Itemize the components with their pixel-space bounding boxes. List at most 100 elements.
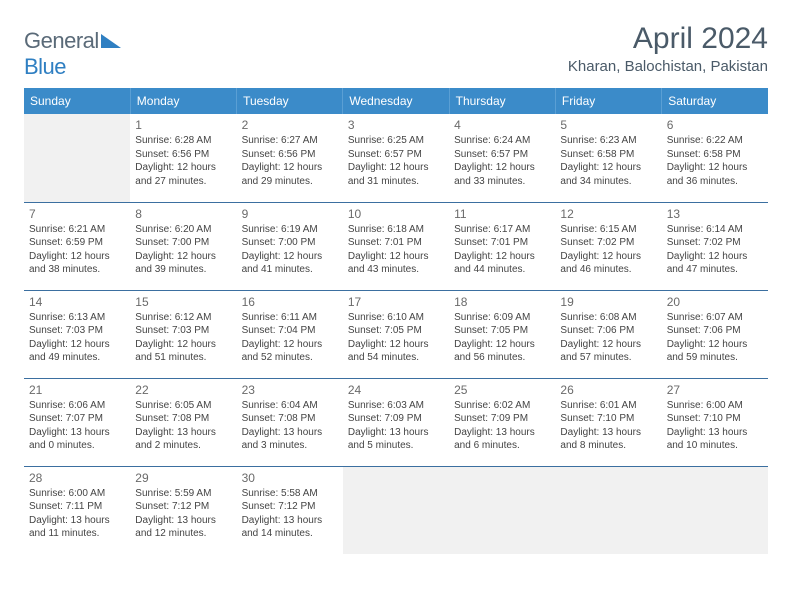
daylight-line: Daylight: 12 hours and 49 minutes. [29, 338, 125, 365]
daylight-line: Daylight: 12 hours and 41 minutes. [242, 250, 338, 277]
daylight-line: Daylight: 12 hours and 57 minutes. [560, 338, 656, 365]
sunset-line: Sunset: 7:02 PM [667, 236, 763, 250]
calendar-cell: 20Sunrise: 6:07 AMSunset: 7:06 PMDayligh… [662, 290, 768, 378]
sunset-line: Sunset: 7:10 PM [560, 412, 656, 426]
sunrise-line: Sunrise: 6:08 AM [560, 311, 656, 325]
day-number: 23 [242, 382, 338, 398]
sunrise-line: Sunrise: 6:02 AM [454, 399, 550, 413]
calendar-cell: 28Sunrise: 6:00 AMSunset: 7:11 PMDayligh… [24, 466, 130, 554]
sunrise-line: Sunrise: 5:59 AM [135, 487, 231, 501]
sunset-line: Sunset: 7:06 PM [560, 324, 656, 338]
daylight-line: Daylight: 13 hours and 12 minutes. [135, 514, 231, 541]
daylight-line: Daylight: 12 hours and 54 minutes. [348, 338, 444, 365]
brand-part2: Blue [24, 54, 66, 79]
calendar-cell: 5Sunrise: 6:23 AMSunset: 6:58 PMDaylight… [555, 114, 661, 202]
sunrise-line: Sunrise: 6:27 AM [242, 134, 338, 148]
sunrise-line: Sunrise: 6:05 AM [135, 399, 231, 413]
day-header: Saturday [662, 88, 768, 114]
daylight-line: Daylight: 13 hours and 14 minutes. [242, 514, 338, 541]
sunset-line: Sunset: 7:00 PM [135, 236, 231, 250]
day-number: 11 [454, 206, 550, 222]
sunrise-line: Sunrise: 6:25 AM [348, 134, 444, 148]
calendar-cell: 25Sunrise: 6:02 AMSunset: 7:09 PMDayligh… [449, 378, 555, 466]
day-number: 25 [454, 382, 550, 398]
calendar-cell: 13Sunrise: 6:14 AMSunset: 7:02 PMDayligh… [662, 202, 768, 290]
sunset-line: Sunset: 6:57 PM [454, 148, 550, 162]
sunrise-line: Sunrise: 6:03 AM [348, 399, 444, 413]
sunrise-line: Sunrise: 6:22 AM [667, 134, 763, 148]
sunset-line: Sunset: 7:01 PM [348, 236, 444, 250]
calendar-cell: 27Sunrise: 6:00 AMSunset: 7:10 PMDayligh… [662, 378, 768, 466]
calendar-cell [343, 466, 449, 554]
day-number: 28 [29, 470, 125, 486]
sunrise-line: Sunrise: 6:18 AM [348, 223, 444, 237]
calendar-cell: 24Sunrise: 6:03 AMSunset: 7:09 PMDayligh… [343, 378, 449, 466]
daylight-line: Daylight: 13 hours and 10 minutes. [667, 426, 763, 453]
sunset-line: Sunset: 7:12 PM [242, 500, 338, 514]
day-number: 29 [135, 470, 231, 486]
day-number: 3 [348, 117, 444, 133]
calendar-cell: 17Sunrise: 6:10 AMSunset: 7:05 PMDayligh… [343, 290, 449, 378]
sunset-line: Sunset: 7:05 PM [348, 324, 444, 338]
calendar-cell: 10Sunrise: 6:18 AMSunset: 7:01 PMDayligh… [343, 202, 449, 290]
sunset-line: Sunset: 7:01 PM [454, 236, 550, 250]
day-number: 8 [135, 206, 231, 222]
daylight-line: Daylight: 13 hours and 8 minutes. [560, 426, 656, 453]
daylight-line: Daylight: 12 hours and 47 minutes. [667, 250, 763, 277]
daylight-line: Daylight: 13 hours and 0 minutes. [29, 426, 125, 453]
calendar-cell: 29Sunrise: 5:59 AMSunset: 7:12 PMDayligh… [130, 466, 236, 554]
calendar-cell: 4Sunrise: 6:24 AMSunset: 6:57 PMDaylight… [449, 114, 555, 202]
calendar-cell: 8Sunrise: 6:20 AMSunset: 7:00 PMDaylight… [130, 202, 236, 290]
day-number: 4 [454, 117, 550, 133]
calendar-cell: 30Sunrise: 5:58 AMSunset: 7:12 PMDayligh… [237, 466, 343, 554]
sunrise-line: Sunrise: 6:13 AM [29, 311, 125, 325]
day-header: Sunday [24, 88, 130, 114]
sunrise-line: Sunrise: 6:00 AM [29, 487, 125, 501]
brand-triangle-icon [101, 28, 121, 54]
day-number: 14 [29, 294, 125, 310]
calendar-row: 1Sunrise: 6:28 AMSunset: 6:56 PMDaylight… [24, 114, 768, 202]
day-number: 20 [667, 294, 763, 310]
daylight-line: Daylight: 12 hours and 27 minutes. [135, 161, 231, 188]
brand-text: General Blue [24, 28, 121, 80]
sunrise-line: Sunrise: 6:11 AM [242, 311, 338, 325]
daylight-line: Daylight: 13 hours and 2 minutes. [135, 426, 231, 453]
sunrise-line: Sunrise: 6:14 AM [667, 223, 763, 237]
sunrise-line: Sunrise: 6:01 AM [560, 399, 656, 413]
daylight-line: Daylight: 12 hours and 29 minutes. [242, 161, 338, 188]
daylight-line: Daylight: 13 hours and 11 minutes. [29, 514, 125, 541]
daylight-line: Daylight: 12 hours and 43 minutes. [348, 250, 444, 277]
day-number: 18 [454, 294, 550, 310]
day-number: 19 [560, 294, 656, 310]
calendar-cell: 22Sunrise: 6:05 AMSunset: 7:08 PMDayligh… [130, 378, 236, 466]
calendar-cell: 18Sunrise: 6:09 AMSunset: 7:05 PMDayligh… [449, 290, 555, 378]
sunset-line: Sunset: 7:09 PM [454, 412, 550, 426]
calendar-cell [24, 114, 130, 202]
daylight-line: Daylight: 12 hours and 51 minutes. [135, 338, 231, 365]
calendar-cell [449, 466, 555, 554]
brand-part1: General [24, 28, 99, 53]
daylight-line: Daylight: 12 hours and 38 minutes. [29, 250, 125, 277]
calendar-cell [555, 466, 661, 554]
day-number: 12 [560, 206, 656, 222]
sunrise-line: Sunrise: 6:17 AM [454, 223, 550, 237]
sunset-line: Sunset: 7:10 PM [667, 412, 763, 426]
sunset-line: Sunset: 7:08 PM [242, 412, 338, 426]
sunset-line: Sunset: 6:58 PM [560, 148, 656, 162]
calendar-cell [662, 466, 768, 554]
calendar-body: 1Sunrise: 6:28 AMSunset: 6:56 PMDaylight… [24, 114, 768, 554]
sunrise-line: Sunrise: 6:19 AM [242, 223, 338, 237]
sunrise-line: Sunrise: 6:09 AM [454, 311, 550, 325]
sunset-line: Sunset: 6:59 PM [29, 236, 125, 250]
day-header: Monday [130, 88, 236, 114]
sunrise-line: Sunrise: 6:23 AM [560, 134, 656, 148]
day-number: 27 [667, 382, 763, 398]
daylight-line: Daylight: 12 hours and 56 minutes. [454, 338, 550, 365]
sunset-line: Sunset: 7:07 PM [29, 412, 125, 426]
day-number: 2 [242, 117, 338, 133]
sunset-line: Sunset: 7:02 PM [560, 236, 656, 250]
daylight-line: Daylight: 12 hours and 31 minutes. [348, 161, 444, 188]
day-header: Wednesday [343, 88, 449, 114]
day-number: 10 [348, 206, 444, 222]
daylight-line: Daylight: 12 hours and 36 minutes. [667, 161, 763, 188]
